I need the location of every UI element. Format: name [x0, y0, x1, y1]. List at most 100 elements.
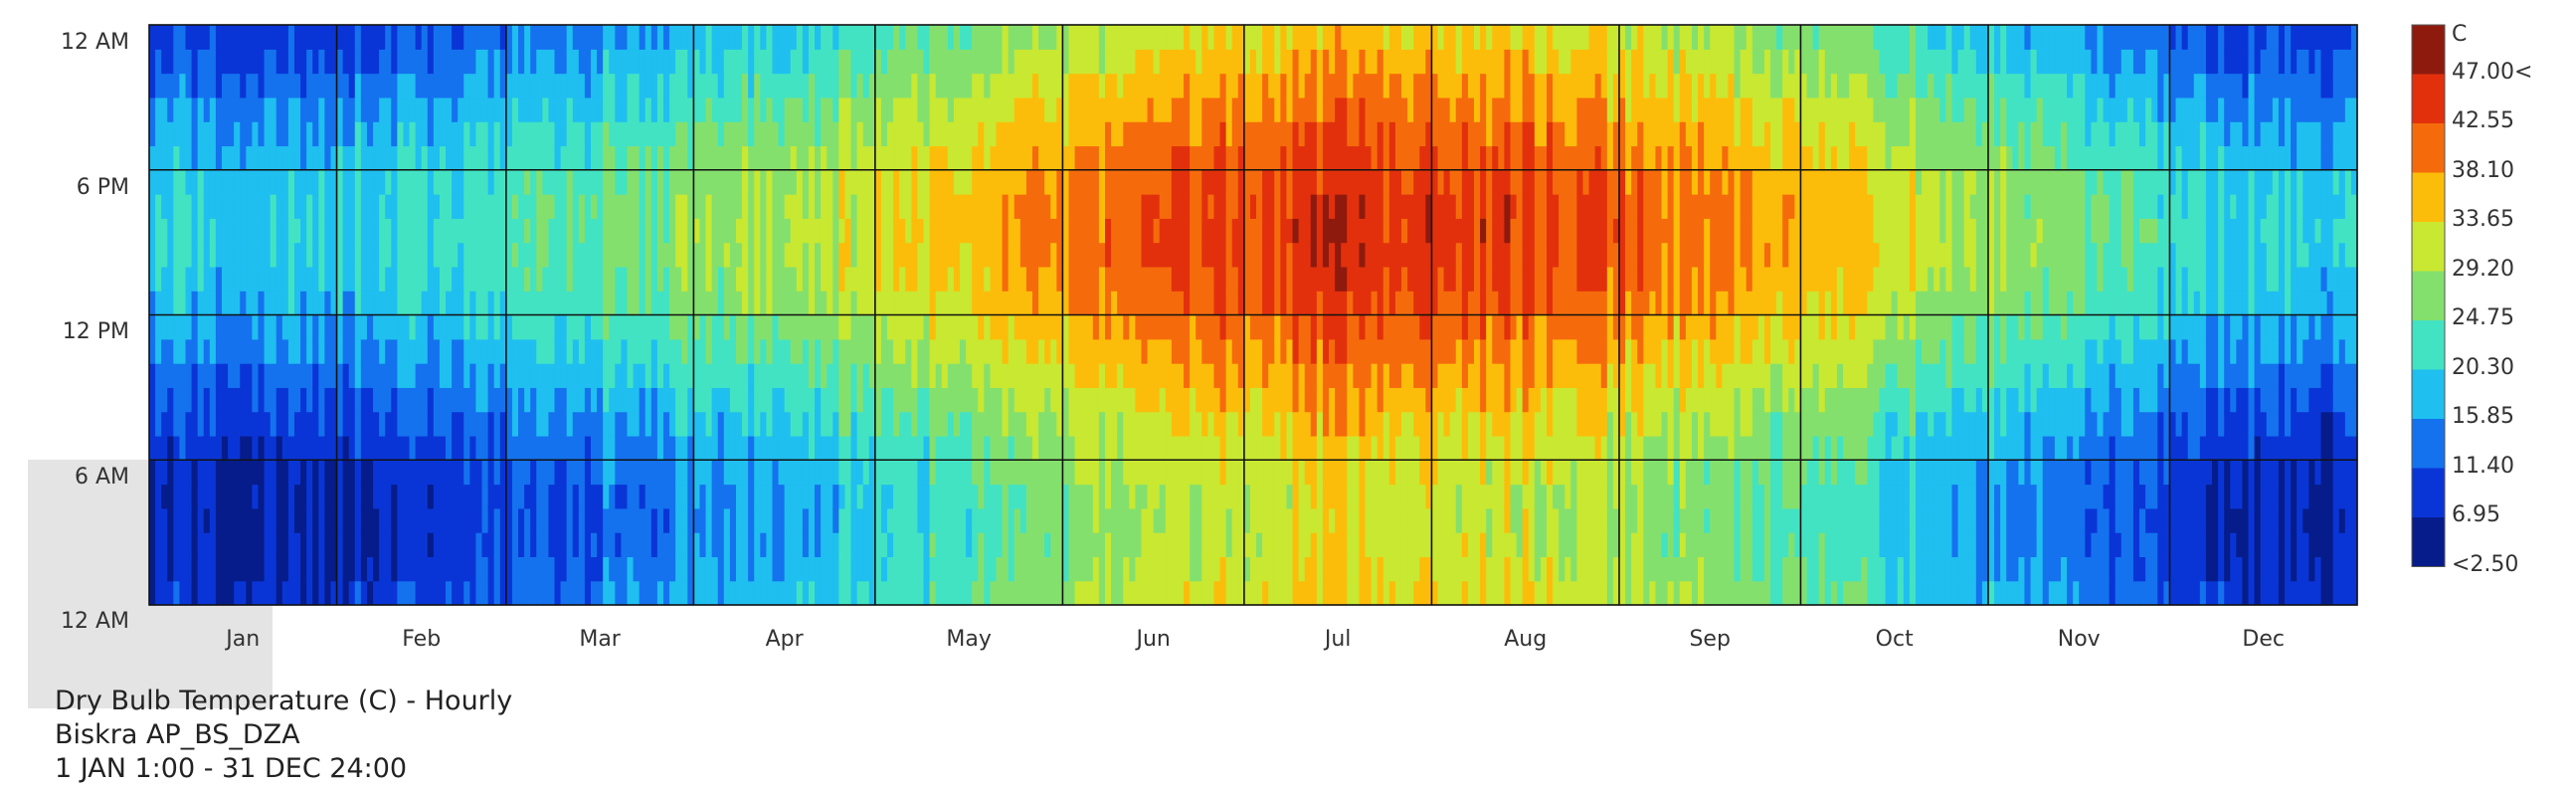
heat-cell	[1184, 338, 1191, 364]
heat-cell	[452, 532, 459, 558]
heat-cell	[880, 194, 888, 219]
heat-cell	[264, 266, 272, 292]
heat-cell	[475, 338, 483, 364]
heat-cell	[1382, 145, 1390, 171]
heat-cell	[179, 507, 187, 533]
heat-cell	[264, 218, 272, 244]
heat-cell	[1068, 460, 1076, 486]
heat-cell	[887, 507, 894, 533]
heat-cell	[1286, 266, 1294, 292]
heat-cell	[1201, 145, 1208, 171]
heat-cell	[766, 363, 774, 388]
heat-cell	[1111, 218, 1118, 244]
heat-cell	[452, 460, 459, 486]
heat-cell	[935, 556, 943, 582]
heat-cell	[524, 121, 531, 147]
heat-cell	[899, 556, 906, 582]
heat-cell	[911, 435, 919, 461]
heat-cell	[366, 242, 374, 268]
heat-cell	[815, 387, 822, 413]
heat-cell	[966, 507, 973, 533]
heat-cell	[705, 266, 713, 292]
heat-cell	[1025, 266, 1033, 292]
heat-cell	[1153, 338, 1161, 364]
heat-cell	[1347, 338, 1354, 364]
heat-cell	[699, 435, 707, 461]
heat-cell	[149, 218, 156, 244]
heat-cell	[548, 218, 556, 244]
heat-cell	[1268, 218, 1275, 244]
heat-cell	[433, 194, 441, 219]
heat-cell	[597, 363, 604, 388]
heat-cell	[609, 338, 616, 364]
heat-cell	[984, 435, 992, 461]
heat-cell	[348, 194, 356, 219]
heat-cell	[161, 580, 168, 606]
heat-cell	[923, 411, 931, 437]
heat-cell	[802, 580, 810, 606]
heat-cell	[1219, 242, 1227, 268]
heat-cell	[1274, 411, 1281, 437]
heat-cell	[1401, 338, 1408, 364]
heat-cell	[530, 291, 537, 316]
heat-cell	[832, 266, 839, 292]
heat-cell	[1123, 49, 1130, 75]
heat-cell	[656, 266, 664, 292]
heat-cell	[990, 97, 998, 122]
heat-cell	[342, 291, 350, 316]
heat-cell	[603, 266, 610, 292]
heat-cell	[240, 532, 247, 558]
heat-cell	[899, 73, 906, 99]
heat-cell	[717, 435, 725, 461]
heat-cell	[300, 97, 307, 122]
heat-cell	[705, 97, 713, 122]
heat-cell	[572, 169, 580, 195]
heat-cell	[524, 387, 531, 413]
heat-cell	[1225, 507, 1233, 533]
heat-cell	[1135, 460, 1143, 486]
heat-cell	[228, 291, 235, 316]
heat-cell	[530, 435, 537, 461]
heat-cell	[1322, 242, 1330, 268]
heat-cell	[760, 169, 767, 195]
heat-cell	[827, 580, 833, 606]
heat-cell	[458, 580, 464, 606]
heat-cell	[960, 556, 967, 582]
heat-cell	[264, 314, 272, 340]
heat-cell	[493, 121, 501, 147]
heat-cell	[693, 532, 701, 558]
heat-cell	[1256, 25, 1263, 50]
heat-cell	[578, 194, 586, 219]
heat-cell	[161, 97, 168, 122]
heat-cell	[1310, 532, 1318, 558]
heat-cell	[487, 242, 495, 268]
heat-cell	[179, 218, 187, 244]
heat-cell	[917, 291, 925, 316]
heat-cell	[324, 580, 332, 606]
heat-cell	[615, 580, 623, 606]
heat-cell	[705, 435, 713, 461]
heat-cell	[360, 411, 368, 437]
heat-cell	[415, 97, 423, 122]
heat-cell	[1153, 363, 1161, 388]
heat-cell	[1013, 387, 1021, 413]
heat-cell	[796, 194, 804, 219]
heat-cell	[1002, 49, 1010, 75]
heat-cell	[336, 556, 344, 582]
heat-cell	[155, 291, 162, 316]
heat-cell	[784, 435, 792, 461]
heat-cell	[1068, 435, 1076, 461]
heat-cell	[318, 49, 325, 75]
heat-cell	[1074, 507, 1082, 533]
heat-cell	[191, 435, 199, 461]
heat-cell	[723, 194, 731, 219]
heat-cell	[609, 580, 616, 606]
heat-cell	[252, 411, 260, 437]
heat-cell	[1159, 460, 1167, 486]
heat-cell	[802, 49, 810, 75]
heat-cell	[209, 387, 217, 413]
heat-cell	[1371, 194, 1379, 219]
heat-cell	[584, 97, 592, 122]
heat-cell	[760, 363, 767, 388]
heat-cell	[1013, 532, 1021, 558]
